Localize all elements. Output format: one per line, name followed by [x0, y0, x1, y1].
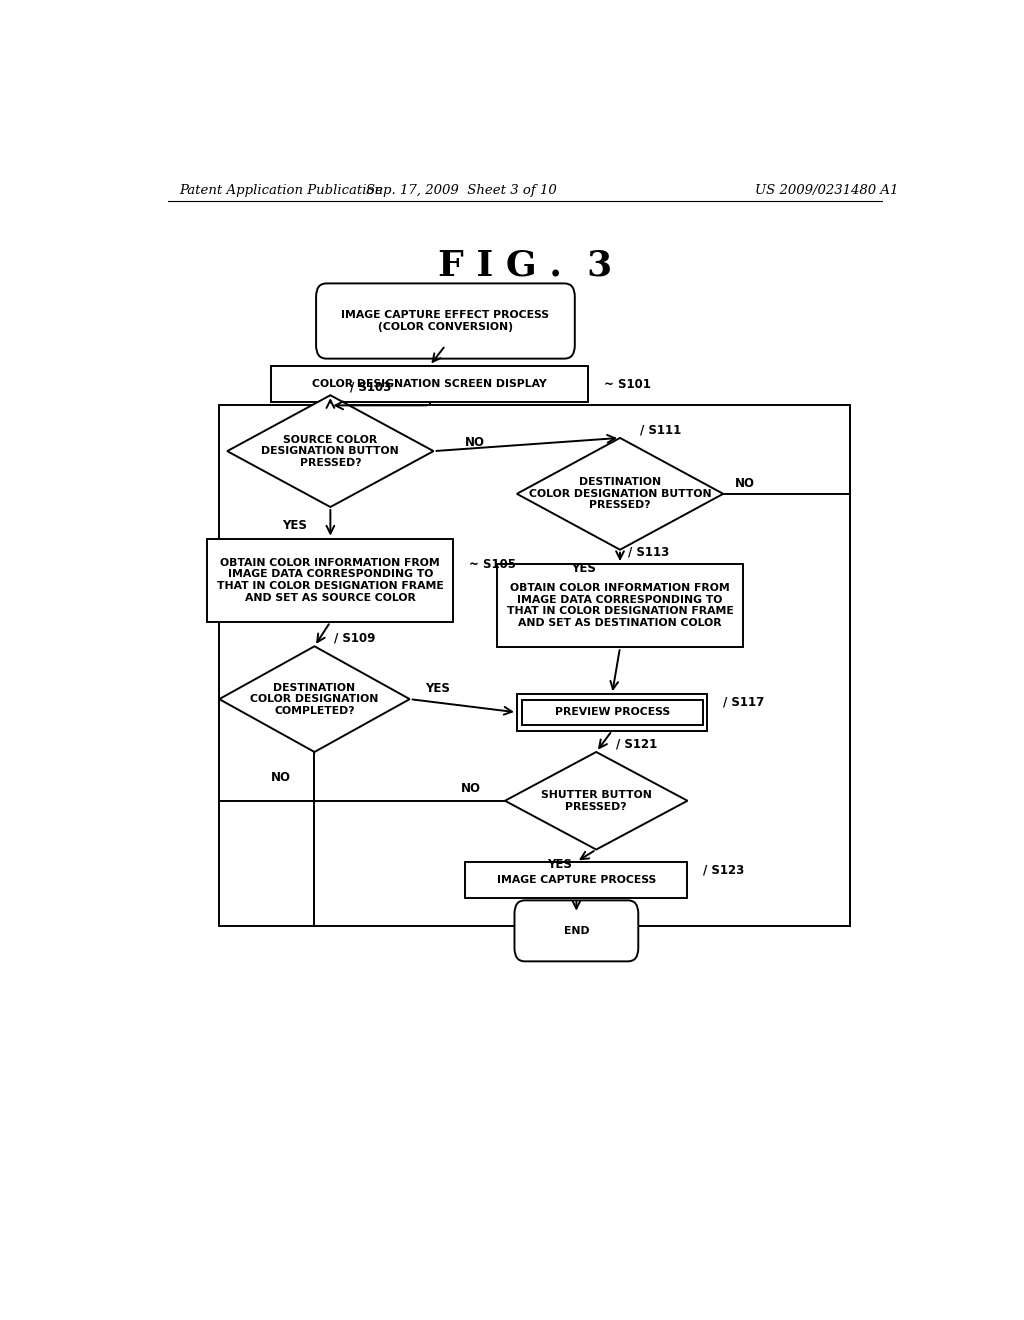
Text: YES: YES: [548, 858, 572, 871]
Text: IMAGE CAPTURE EFFECT PROCESS
(COLOR CONVERSION): IMAGE CAPTURE EFFECT PROCESS (COLOR CONV…: [341, 310, 550, 331]
Polygon shape: [219, 647, 410, 752]
Bar: [497, 564, 743, 647]
Text: OBTAIN COLOR INFORMATION FROM
IMAGE DATA CORRESPONDING TO
THAT IN COLOR DESIGNAT: OBTAIN COLOR INFORMATION FROM IMAGE DATA…: [217, 558, 443, 603]
Text: NO: NO: [735, 477, 755, 490]
Polygon shape: [227, 395, 433, 507]
Bar: [465, 862, 687, 899]
Polygon shape: [517, 438, 723, 549]
Text: / S111: / S111: [640, 424, 681, 437]
Text: SHUTTER BUTTON
PRESSED?: SHUTTER BUTTON PRESSED?: [541, 789, 651, 812]
Text: SOURCE COLOR
DESIGNATION BUTTON
PRESSED?: SOURCE COLOR DESIGNATION BUTTON PRESSED?: [261, 434, 399, 467]
Text: YES: YES: [426, 682, 451, 696]
Text: END: END: [563, 925, 589, 936]
Bar: [207, 539, 454, 622]
Text: / S103: / S103: [350, 380, 391, 393]
Text: OBTAIN COLOR INFORMATION FROM
IMAGE DATA CORRESPONDING TO
THAT IN COLOR DESIGNAT: OBTAIN COLOR INFORMATION FROM IMAGE DATA…: [507, 583, 733, 628]
FancyBboxPatch shape: [514, 900, 638, 961]
Text: Sep. 17, 2009  Sheet 3 of 10: Sep. 17, 2009 Sheet 3 of 10: [366, 185, 557, 198]
Text: YES: YES: [571, 561, 596, 574]
Text: / S123: / S123: [703, 863, 744, 876]
Text: YES: YES: [282, 519, 306, 532]
Bar: [270, 366, 588, 403]
Text: NO: NO: [461, 781, 481, 795]
Text: F I G .  3: F I G . 3: [437, 248, 612, 282]
Text: / S113: / S113: [628, 545, 670, 558]
Text: US 2009/0231480 A1: US 2009/0231480 A1: [755, 185, 898, 198]
Text: DESTINATION
COLOR DESIGNATION
COMPLETED?: DESTINATION COLOR DESIGNATION COMPLETED?: [250, 682, 379, 715]
Bar: [521, 700, 702, 725]
Bar: [219, 405, 850, 925]
Text: PREVIEW PROCESS: PREVIEW PROCESS: [555, 708, 670, 717]
Bar: [517, 694, 708, 731]
Text: / S121: / S121: [616, 738, 657, 750]
Text: / S117: / S117: [723, 696, 765, 709]
Text: / S109: / S109: [334, 632, 376, 644]
Polygon shape: [505, 752, 687, 850]
Text: NO: NO: [270, 771, 291, 784]
Text: NO: NO: [465, 437, 485, 450]
FancyBboxPatch shape: [316, 284, 574, 359]
Text: COLOR DESIGNATION SCREEN DISPLAY: COLOR DESIGNATION SCREEN DISPLAY: [312, 379, 547, 389]
Text: DESTINATION
COLOR DESIGNATION BUTTON
PRESSED?: DESTINATION COLOR DESIGNATION BUTTON PRE…: [528, 478, 712, 511]
Text: Patent Application Publication: Patent Application Publication: [179, 185, 384, 198]
Text: ~ S105: ~ S105: [469, 558, 516, 572]
Text: ~ S101: ~ S101: [604, 378, 651, 391]
Text: IMAGE CAPTURE PROCESS: IMAGE CAPTURE PROCESS: [497, 875, 656, 884]
